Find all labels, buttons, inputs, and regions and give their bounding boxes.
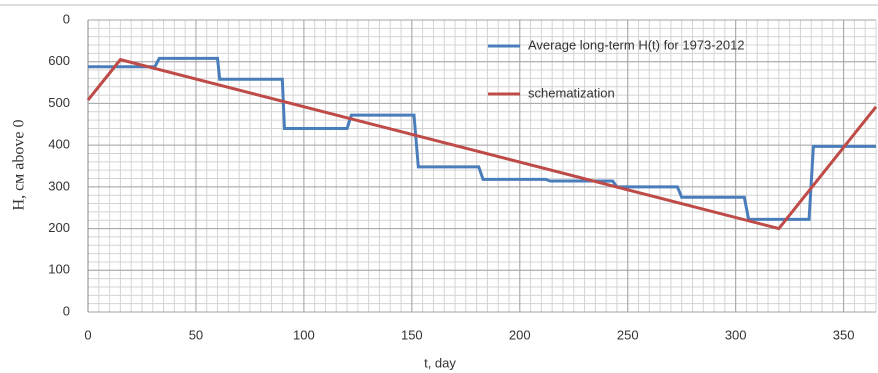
- grid: [87, 19, 877, 313]
- x-tick-label: 50: [189, 327, 203, 342]
- x-tick-label: 300: [725, 327, 747, 342]
- x-tick-label: 150: [401, 327, 423, 342]
- legend-label: Average long-term H(t) for 1973-2012: [528, 37, 745, 52]
- y-tick-label: 500: [48, 95, 70, 110]
- y-tick-label: 100: [48, 262, 70, 277]
- y-axis-label: H, см above 0: [11, 120, 28, 211]
- x-axis-label: t, day: [424, 355, 456, 370]
- series-line: [86, 57, 878, 231]
- y-tick-label: 400: [48, 137, 70, 152]
- y-tick-label: 200: [48, 220, 70, 235]
- y-tick-label: 600: [48, 53, 70, 68]
- x-tick-label: 100: [293, 327, 315, 342]
- x-tick-label: 200: [509, 327, 531, 342]
- legend-label: schematization: [528, 85, 615, 100]
- x-tick-label: 350: [833, 327, 855, 342]
- x-tick-label: 250: [617, 327, 639, 342]
- y-tick-label: 0: [63, 11, 70, 26]
- series-line: [88, 56, 876, 221]
- y-tick-label: 300: [48, 178, 70, 193]
- x-tick-label: 0: [84, 327, 91, 342]
- y-tick-label: 0: [63, 303, 70, 318]
